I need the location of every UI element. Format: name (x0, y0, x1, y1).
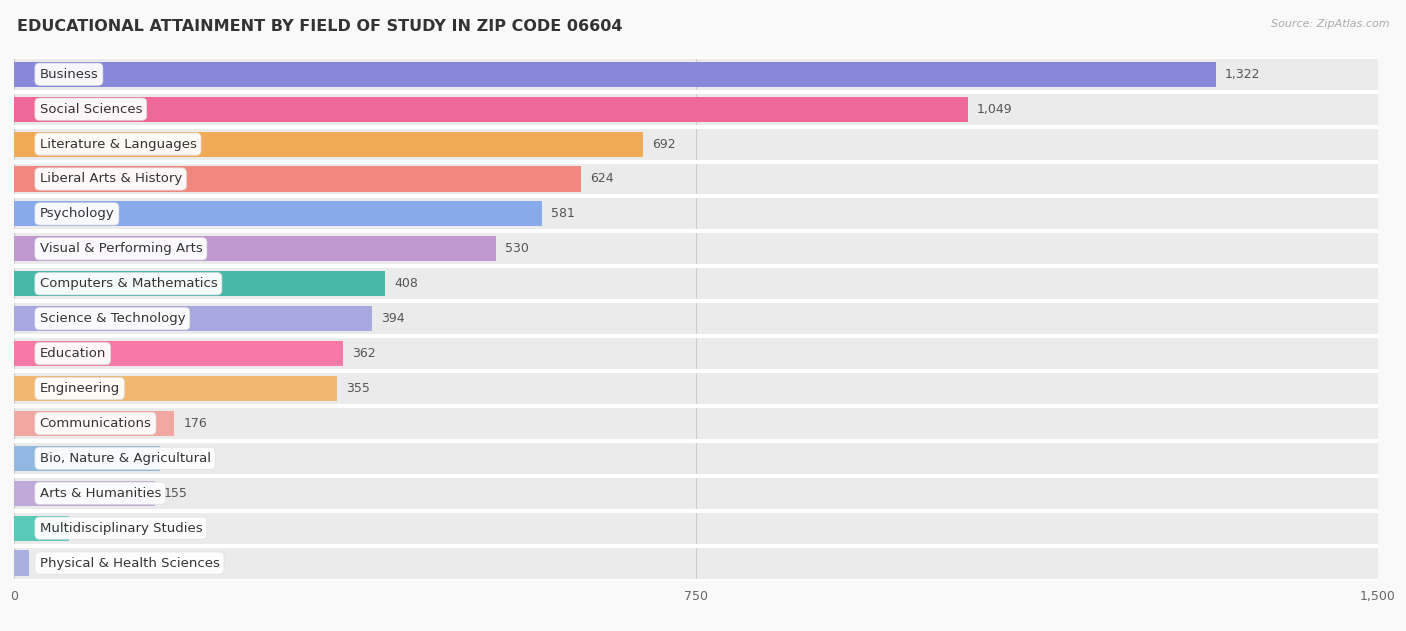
Bar (14, 91, 1378, 127)
Bar (14, 232, 1378, 266)
Text: 176: 176 (183, 417, 207, 430)
Text: 394: 394 (381, 312, 405, 325)
Bar (14, 550, 28, 575)
Text: Visual & Performing Arts: Visual & Performing Arts (39, 242, 202, 256)
Text: 355: 355 (346, 382, 370, 395)
Bar (14, 162, 1378, 196)
Text: Social Sciences: Social Sciences (39, 103, 142, 115)
Text: 692: 692 (652, 138, 676, 151)
Text: 1,049: 1,049 (977, 103, 1012, 115)
Bar (14, 441, 1378, 476)
Text: Science & Technology: Science & Technology (39, 312, 186, 325)
Bar (14, 127, 1378, 162)
Bar (14, 341, 343, 366)
Bar (14, 411, 174, 436)
Bar (14, 516, 69, 541)
Text: 155: 155 (165, 487, 188, 500)
Bar (14, 336, 1378, 371)
Text: 1,322: 1,322 (1225, 68, 1261, 81)
Bar (14, 167, 582, 192)
Text: Literature & Languages: Literature & Languages (39, 138, 197, 151)
Bar (14, 445, 160, 471)
Text: Psychology: Psychology (39, 208, 114, 220)
Bar (14, 196, 1378, 232)
Text: 161: 161 (170, 452, 193, 465)
Text: 60: 60 (77, 522, 94, 534)
Bar (14, 301, 1378, 336)
Bar (14, 236, 496, 261)
Bar (14, 62, 1216, 87)
Bar (14, 131, 643, 156)
Bar (14, 546, 1378, 581)
Text: 581: 581 (551, 208, 575, 220)
Text: EDUCATIONAL ATTAINMENT BY FIELD OF STUDY IN ZIP CODE 06604: EDUCATIONAL ATTAINMENT BY FIELD OF STUDY… (17, 19, 623, 34)
Bar (14, 201, 543, 227)
Bar (14, 266, 1378, 301)
Text: Communications: Communications (39, 417, 152, 430)
Text: Bio, Nature & Agricultural: Bio, Nature & Agricultural (39, 452, 211, 465)
Bar (14, 306, 373, 331)
Text: Education: Education (39, 347, 105, 360)
Bar (14, 57, 1378, 91)
Text: 16: 16 (38, 557, 53, 570)
Bar (14, 476, 1378, 510)
Text: 530: 530 (505, 242, 529, 256)
Text: Business: Business (39, 68, 98, 81)
Text: 624: 624 (591, 172, 614, 186)
Text: 408: 408 (394, 277, 418, 290)
Bar (14, 481, 155, 506)
Bar (14, 371, 1378, 406)
Bar (14, 510, 1378, 546)
Bar (14, 406, 1378, 441)
Bar (14, 376, 337, 401)
Text: Multidisciplinary Studies: Multidisciplinary Studies (39, 522, 202, 534)
Bar (14, 271, 385, 297)
Text: Source: ZipAtlas.com: Source: ZipAtlas.com (1271, 19, 1389, 29)
Bar (14, 97, 967, 122)
Text: Arts & Humanities: Arts & Humanities (39, 487, 160, 500)
Text: Engineering: Engineering (39, 382, 120, 395)
Text: Computers & Mathematics: Computers & Mathematics (39, 277, 218, 290)
Text: Physical & Health Sciences: Physical & Health Sciences (39, 557, 219, 570)
Text: 362: 362 (353, 347, 375, 360)
Text: Liberal Arts & History: Liberal Arts & History (39, 172, 181, 186)
